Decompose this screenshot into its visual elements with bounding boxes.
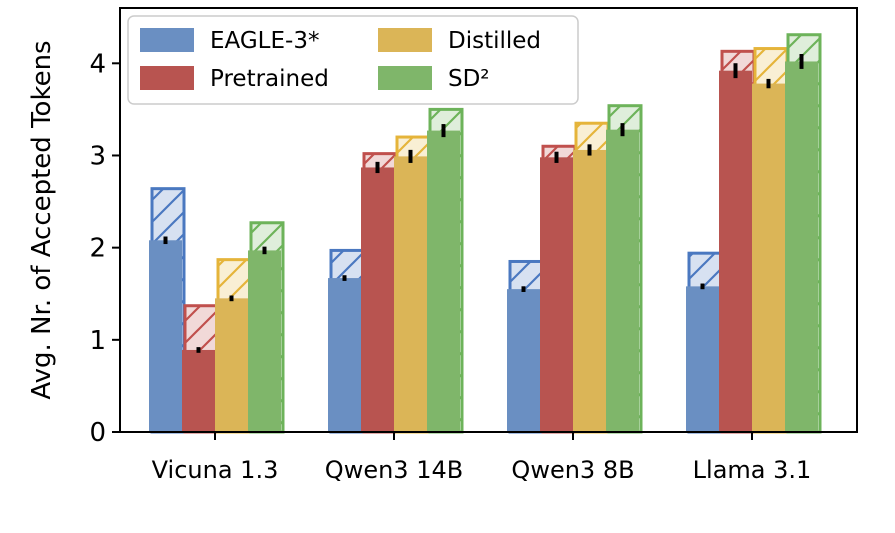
legend-swatch-distilled: [378, 28, 432, 52]
y-tick-label-2: 2: [89, 234, 106, 264]
error-bar-pretrained-qwen3-14b: [375, 161, 380, 174]
bar-pretrained-qwen3-8b: [540, 157, 573, 433]
bar-distilled-llama-3-1: [752, 83, 785, 432]
axes-layer: 0 1 2 3 4 Vicuna 1.3 Qwen3 14B Qwen3 8B Llama 3.…: [27, 7, 858, 484]
x-tick-label-vicuna-1-3: Vicuna 1.3: [152, 456, 279, 484]
x-tick-label-llama-3-1: Llama 3.1: [693, 456, 812, 484]
legend-box: [127, 15, 579, 105]
bar-sd-qwen3-8b: [606, 129, 639, 433]
bar-distilled-vicuna-1-3: [215, 298, 248, 432]
bar-pretrained-vicuna-1-3: [182, 349, 215, 432]
bars-layer: [149, 33, 822, 434]
legend-swatch-eagle-3: [140, 28, 194, 52]
error-bar-distilled-vicuna-1-3: [229, 295, 234, 302]
bar-pretrained-llama-3-1: [719, 70, 752, 433]
error-bar-pretrained-llama-3-1: [733, 63, 738, 79]
legend-label-sd: SD²: [448, 66, 490, 92]
x-tick-label-qwen3-8b: Qwen3 8B: [511, 456, 634, 484]
error-bar-eagle-3-qwen3-14b: [342, 275, 347, 281]
error-bar-sd-qwen3-8b: [620, 123, 625, 137]
error-bar-pretrained-vicuna-1-3: [196, 347, 201, 353]
error-bar-sd-vicuna-1-3: [262, 246, 267, 255]
error-bar-distilled-qwen3-8b: [587, 144, 592, 156]
error-bar-eagle-3-llama-3-1: [700, 283, 705, 290]
bar-sd-qwen3-14b: [427, 130, 460, 432]
error-bar-pretrained-qwen3-8b: [554, 151, 559, 163]
y-tick-label-1: 1: [89, 326, 106, 356]
bar-eagle-3-vicuna-1-3: [149, 240, 182, 432]
legend: EAGLE-3* Pretrained Distilled SD²: [127, 15, 579, 105]
bar-eagle-3-qwen3-14b: [328, 278, 361, 432]
y-tick-label-3: 3: [89, 141, 106, 171]
legend-swatch-sd: [378, 66, 432, 90]
error-bar-eagle-3-vicuna-1-3: [163, 236, 168, 245]
legend-label-pretrained: Pretrained: [210, 66, 329, 92]
bar-pretrained-qwen3-14b: [361, 167, 394, 432]
error-bar-distilled-qwen3-14b: [408, 149, 413, 163]
bar-eagle-3-qwen3-8b: [507, 289, 540, 432]
error-bar-sd-llama-3-1: [799, 54, 804, 69]
bar-eagle-3-llama-3-1: [686, 286, 719, 432]
bar-sd-llama-3-1: [785, 61, 818, 432]
legend-label-eagle-3: EAGLE-3*: [210, 28, 319, 54]
bar-distilled-qwen3-14b: [394, 156, 427, 432]
error-bar-sd-qwen3-14b: [441, 124, 446, 138]
y-axis-label: Avg. Nr. of Accepted Tokens: [27, 40, 57, 399]
error-bar-distilled-llama-3-1: [766, 78, 771, 89]
error-bar-eagle-3-qwen3-8b: [521, 286, 526, 292]
y-tick-label-0: 0: [89, 418, 106, 448]
legend-swatch-pretrained: [140, 66, 194, 90]
bar-distilled-qwen3-8b: [573, 149, 606, 433]
y-tick-label-4: 4: [89, 49, 106, 79]
bar-sd-vicuna-1-3: [248, 250, 281, 432]
legend-label-distilled: Distilled: [448, 28, 541, 54]
x-tick-label-qwen3-14b: Qwen3 14B: [325, 456, 463, 484]
plot-frame: [119, 7, 858, 433]
